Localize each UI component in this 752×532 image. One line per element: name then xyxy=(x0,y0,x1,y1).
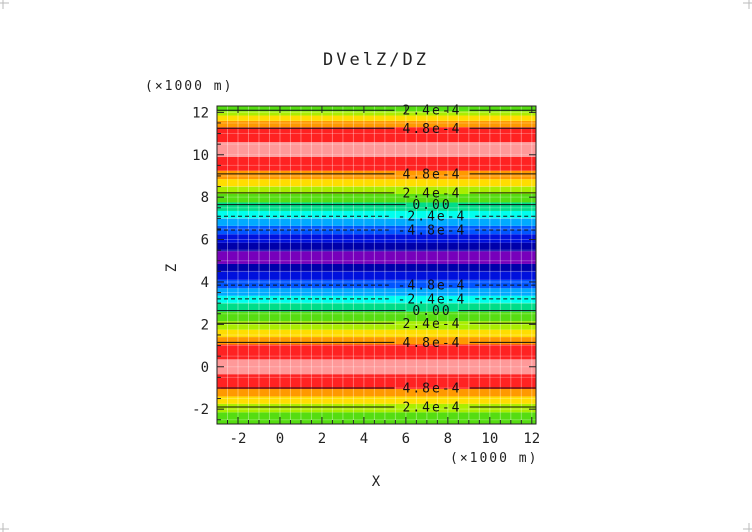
contour-label: 2.4e-4 xyxy=(403,186,462,201)
color-band-31 xyxy=(217,120,536,128)
color-band-29 xyxy=(217,142,536,157)
x-tick-label: 6 xyxy=(402,431,410,447)
contour-label: 2.4e-4 xyxy=(403,401,462,416)
color-band-32 xyxy=(217,115,536,121)
y-tick-label: 2 xyxy=(201,317,209,333)
color-band-34 xyxy=(217,106,536,112)
x-tick-label: 10 xyxy=(481,431,498,447)
contour-label: 4.8e-4 xyxy=(403,167,462,182)
color-band-7 xyxy=(217,337,536,345)
color-band-10 xyxy=(217,311,536,322)
color-band-17 xyxy=(217,251,536,264)
color-band-3 xyxy=(217,389,536,397)
color-band-27 xyxy=(217,170,536,180)
contour-label: -2.4e-4 xyxy=(398,292,467,307)
contour-label: -2.4e-4 xyxy=(398,210,467,225)
contour-label: 2.4e-4 xyxy=(403,104,462,119)
contour-lines: 2.4e-44.8e-44.8e-42.4e-40.00-2.4e-4-4.8e… xyxy=(217,104,536,416)
chart-title: DVelZ/DZ xyxy=(323,50,429,70)
x-tick-label: 4 xyxy=(360,431,368,447)
contour-label: -4.8e-4 xyxy=(398,279,467,294)
color-band-26 xyxy=(217,179,536,187)
color-band-4 xyxy=(217,374,536,390)
x-tick-label: 12 xyxy=(523,431,540,447)
color-band-13 xyxy=(217,288,536,296)
color-band-23 xyxy=(217,202,536,211)
contour-label: 2.4e-4 xyxy=(403,317,462,332)
y-tick-label: 12 xyxy=(192,105,209,121)
color-band-30 xyxy=(217,127,536,143)
color-band-20 xyxy=(217,225,536,235)
color-band-14 xyxy=(217,279,536,289)
color-bands xyxy=(217,106,536,424)
x-tick-label: -2 xyxy=(230,431,247,447)
color-band-11 xyxy=(217,303,536,312)
y-tick-label: 10 xyxy=(192,148,209,164)
color-band-19 xyxy=(217,234,536,243)
contour-label: 4.8e-4 xyxy=(403,381,462,396)
y-tick-label: 0 xyxy=(201,360,209,376)
contour-label: 0.00 xyxy=(412,304,451,319)
color-band-16 xyxy=(217,263,536,272)
y-tick-label: 8 xyxy=(201,190,209,206)
x-tick-label: 2 xyxy=(318,431,326,447)
color-band-1 xyxy=(217,403,536,413)
y-tick-label: -2 xyxy=(192,402,209,418)
color-band-12 xyxy=(217,295,536,304)
x-tick-label: 0 xyxy=(276,431,284,447)
color-band-21 xyxy=(217,218,536,226)
contour-label: 4.8e-4 xyxy=(403,122,462,137)
y-unit-label: (×1000 m) xyxy=(145,79,233,94)
contour-label: 0.00 xyxy=(412,198,451,213)
x-tick-label: 8 xyxy=(444,431,452,447)
color-band-18 xyxy=(217,242,536,252)
contour-label: -4.8e-4 xyxy=(398,224,467,239)
contour-label: 4.8e-4 xyxy=(403,336,462,351)
color-band-28 xyxy=(217,156,536,171)
y-axis-label: Z xyxy=(164,264,180,272)
color-band-0 xyxy=(217,412,536,424)
color-band-2 xyxy=(217,396,536,404)
plot-frame xyxy=(216,105,537,425)
color-band-8 xyxy=(217,329,536,338)
color-band-9 xyxy=(217,321,536,330)
color-band-15 xyxy=(217,271,536,280)
color-band-25 xyxy=(217,186,536,194)
color-band-5 xyxy=(217,359,536,375)
color-band-22 xyxy=(217,210,536,219)
color-band-33 xyxy=(217,111,536,116)
y-tick-label: 6 xyxy=(201,233,209,249)
color-band-24 xyxy=(217,193,536,203)
y-tick-label: 4 xyxy=(201,275,209,291)
x-unit-label: (×1000 m) xyxy=(450,451,538,466)
axis-ticks: -2 0 2 4 6 8 10 12 -2 0 2 4 6 8 10 12 xyxy=(192,105,540,447)
color-band-6 xyxy=(217,344,536,360)
x-axis-label: X xyxy=(372,474,381,490)
